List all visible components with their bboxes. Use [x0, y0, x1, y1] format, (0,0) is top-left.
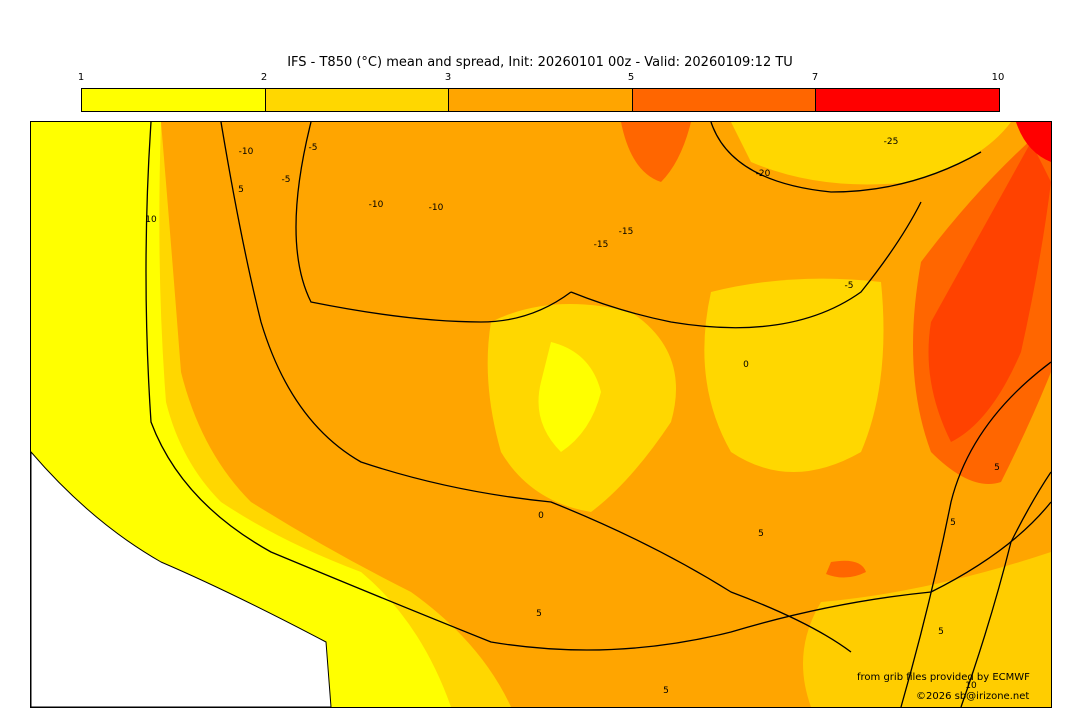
- isotherms: [145, 122, 1051, 707]
- spread-2-3: [704, 278, 884, 472]
- contour-label: 10: [965, 681, 977, 691]
- contour-label: -15: [594, 240, 609, 250]
- colorbar-segment: [82, 89, 266, 111]
- colorbar-tick: 5: [627, 72, 635, 83]
- colorbar-segment: [265, 89, 450, 111]
- colorbar-segment: [449, 89, 633, 111]
- contour-label: -5: [309, 143, 318, 153]
- contour-label: -20: [756, 169, 771, 179]
- contour-label: 5: [663, 686, 669, 696]
- copyright-credit: ©2026 sb@irizone.net: [916, 691, 1030, 702]
- figure-title: IFS - T850 (°C) mean and spread, Init: 2…: [287, 55, 793, 70]
- spread-2-3: [803, 552, 1051, 707]
- colorbar-tick: 2: [260, 72, 268, 83]
- contour-labels: 10 5 0 -5 -10 -15 -20 -25 -15 -10 -5 0 5…: [145, 137, 1000, 696]
- source-credit: from grib files provided by ECMWF: [857, 672, 1030, 683]
- contour-label: 5: [238, 185, 244, 195]
- contour-label: 5: [938, 627, 944, 637]
- spread-2-3: [731, 122, 1011, 185]
- contour-label: -25: [884, 137, 899, 147]
- colorbar-segment: [632, 89, 817, 111]
- contour-label: -5: [845, 281, 854, 291]
- contour-label: 5: [994, 463, 1000, 473]
- spread-5-7: [826, 560, 866, 578]
- colorbar-tick: 7: [811, 72, 819, 83]
- spread-1-2: [538, 342, 601, 452]
- contour-label: -15: [619, 227, 634, 237]
- contour-label: -10: [429, 203, 444, 213]
- colorbar-tick: 3: [444, 72, 452, 83]
- spread-5-7: [621, 122, 691, 182]
- contour-label: 0: [538, 511, 544, 521]
- spread-map: 10 5 0 -5 -10 -15 -20 -25 -15 -10 -5 0 5…: [30, 121, 1052, 708]
- spread-7-10: [928, 142, 1051, 442]
- colorbar-tick: 1: [77, 72, 85, 83]
- contour-label: 5: [536, 609, 542, 619]
- contour-label: -5: [282, 175, 291, 185]
- contour-label: 5: [950, 518, 956, 528]
- colorbar: [81, 88, 1000, 112]
- contour-label: 5: [758, 529, 764, 539]
- contour-label: -10: [369, 200, 384, 210]
- contour-label: 10: [145, 215, 157, 225]
- contour-label: -10: [239, 147, 254, 157]
- no-data-area: [31, 451, 332, 707]
- contour-label: 0: [743, 360, 749, 370]
- spread-7-10: [1016, 122, 1051, 162]
- colorbar-segment: [816, 89, 999, 111]
- colorbar-tick: 10: [991, 72, 1005, 83]
